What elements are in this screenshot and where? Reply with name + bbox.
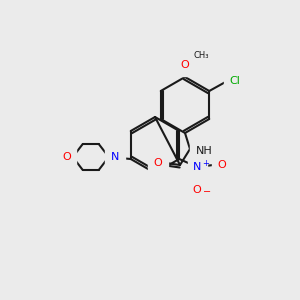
- Text: O: O: [153, 158, 162, 168]
- Text: O: O: [217, 160, 226, 170]
- Text: O: O: [193, 185, 202, 195]
- Text: N: N: [193, 162, 201, 172]
- Text: Cl: Cl: [229, 76, 240, 86]
- Text: CH₃: CH₃: [193, 50, 208, 59]
- Text: O: O: [62, 152, 71, 162]
- Text: N: N: [111, 152, 119, 162]
- Text: O: O: [181, 60, 189, 70]
- Text: NH: NH: [196, 146, 213, 156]
- Text: −: −: [203, 187, 212, 197]
- Text: +: +: [202, 158, 209, 167]
